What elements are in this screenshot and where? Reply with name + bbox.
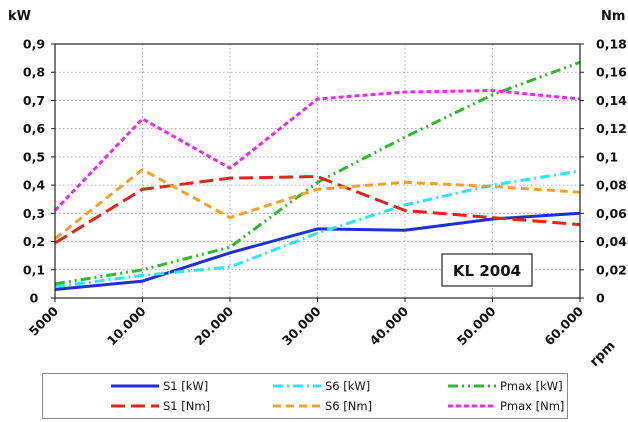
legend-swatch [111, 404, 159, 408]
right-tick-label: 0,1 [596, 149, 618, 164]
x-tick-label: 60.000 [541, 303, 586, 348]
right-tick-label: 0,12 [596, 121, 627, 136]
legend-swatch [111, 384, 159, 388]
legend-label: S6 [Nm] [325, 399, 373, 413]
left-axis-label: kW [8, 9, 31, 24]
x-tick-label: 40.000 [366, 303, 411, 348]
legend-item: Pmax [Nm] [448, 396, 564, 416]
right-tick-label: 0,06 [596, 206, 627, 221]
series-line-2 [54, 60, 581, 286]
left-tick-label: 0,9 [23, 37, 45, 52]
left-tick-label: 0,4 [23, 178, 45, 193]
left-tick-label: 0,2 [23, 234, 45, 249]
legend-swatch [273, 384, 321, 388]
legend-item: S1 [Nm] [111, 396, 210, 416]
left-tick-label: 0 [30, 291, 39, 306]
right-tick-label: 0,08 [596, 178, 627, 193]
legend-label: Pmax [Nm] [500, 399, 565, 413]
legend-label: Pmax [kW] [500, 379, 563, 393]
legend-item: S1 [kW] [111, 376, 208, 396]
legend-label: S1 [kW] [163, 379, 209, 393]
x-tick-label: 50.000 [454, 303, 499, 348]
x-tick-label: 20.000 [191, 303, 236, 348]
series-line-3 [54, 175, 581, 245]
left-tick-label: 0,1 [23, 262, 45, 277]
legend-swatch [448, 384, 496, 388]
left-tick-label: 0,6 [23, 121, 45, 136]
plot-frame [54, 43, 581, 299]
right-axis-label: Nm [601, 9, 625, 24]
left-tick-label: 0,3 [23, 206, 45, 221]
x-ticks: 5000 10.000 20.000 30.000 40.000 50.000 60.000 [26, 298, 586, 348]
legend-item: Pmax [kW] [448, 376, 563, 396]
series-lines [53, 60, 581, 291]
right-tick-label: 0,16 [596, 65, 627, 80]
series-line-5 [53, 89, 581, 212]
left-ticks: 0 0,1 0,2 0,3 0,4 0,5 0,6 0,7 0,8 0,9 [23, 37, 55, 306]
annotation-text: KL 2004 [453, 262, 521, 280]
series-line-1 [54, 169, 581, 289]
left-tick-label: 0,8 [23, 65, 45, 80]
right-tick-label: 0,04 [596, 234, 627, 249]
right-tick-label: 0,02 [596, 262, 627, 277]
legend-swatch [448, 404, 496, 408]
right-tick-label: 0,18 [596, 37, 627, 52]
right-ticks: 0 0,02 0,04 0,06 0,08 0,1 0,12 0,14 0,16 0,18 [580, 37, 627, 306]
right-tick-label: 0,14 [596, 93, 627, 108]
left-tick-label: 0,7 [23, 93, 45, 108]
x-tick-label: 30.000 [279, 303, 324, 348]
x-tick-label: 5000 [26, 303, 61, 338]
legend-swatch [273, 404, 321, 408]
series-line-4 [54, 168, 581, 240]
legend-item: S6 [Nm] [273, 396, 372, 416]
legend-label: S6 [kW] [325, 379, 371, 393]
chart: kW Nm 0 0,1 0,2 0,3 0,4 0,5 0,6 0,7 0,8 0,9 0 0,02… [8, 9, 627, 370]
annotation-badge: KL 2004 [441, 253, 533, 287]
x-axis-label: rpm [587, 339, 618, 370]
legend: S1 [kW] S6 [kW] Pmax [kW] S1 [Nm] S6 [Nm] Pma… [42, 373, 568, 419]
legend-item: S6 [kW] [273, 376, 370, 396]
right-tick-label: 0 [596, 291, 605, 306]
x-tick-label: 10.000 [104, 303, 149, 348]
legend-label: S1 [Nm] [163, 399, 211, 413]
left-tick-label: 0,5 [23, 149, 45, 164]
